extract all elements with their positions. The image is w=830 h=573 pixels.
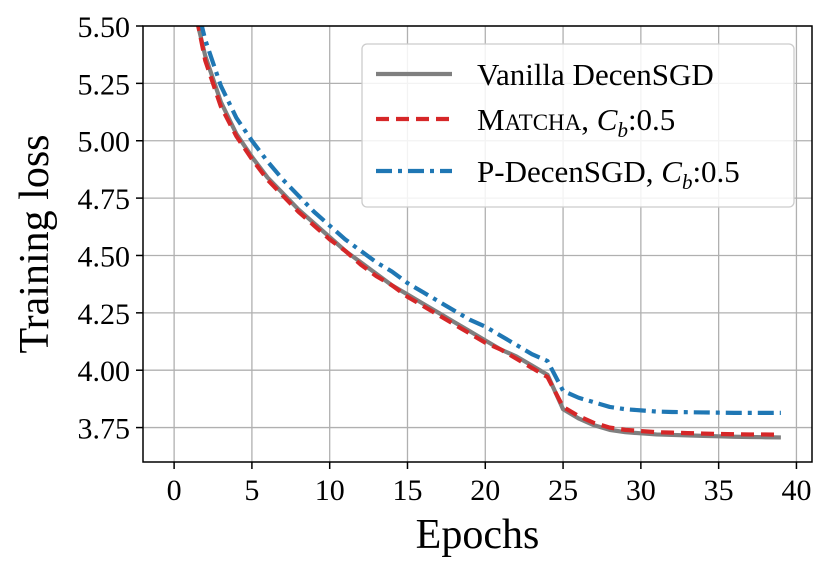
x-tick-label: 20 [470, 474, 500, 507]
x-tick-label: 40 [781, 474, 811, 507]
y-tick-label: 4.25 [78, 298, 131, 331]
legend-label-3: P-DecenSGD, Cb:0.5 [477, 154, 740, 194]
x-axis-label: Epochs [416, 512, 540, 558]
legend: Vanilla DecenSGD MATCHA, Cb:0.5 P-DecenSGD… [361, 43, 795, 208]
plot-frame [142, 25, 813, 463]
legend-label-1: Vanilla DecenSGD [477, 57, 714, 92]
x-tick-label: 25 [548, 474, 578, 507]
y-tick-label: 5.00 [78, 126, 131, 159]
legend-label-2: MATCHA, Cb:0.5 [477, 102, 675, 142]
y-tick-label: 5.50 [78, 11, 131, 44]
x-tick-label: 5 [244, 474, 259, 507]
legend-items: Vanilla DecenSGD MATCHA, Cb:0.5 P-DecenSGD… [376, 57, 740, 194]
y-tick-label: 4.00 [78, 355, 131, 388]
y-tick-label: 3.75 [78, 413, 131, 446]
ticks: 0 5 10 15 20 25 30 35 40 3.75 4.00 4.25 4.50 4.75 5.00… [78, 11, 812, 507]
x-tick-label: 10 [315, 474, 345, 507]
series-line-2 [196, 26, 781, 437]
y-tick-label: 4.75 [78, 183, 131, 216]
x-tick-label: 15 [392, 474, 422, 507]
y-axis-label: Training loss [12, 134, 58, 353]
legend-box [361, 43, 795, 208]
x-tick-label: 30 [626, 474, 656, 507]
series-layer [196, 26, 781, 440]
x-tick-label: 35 [704, 474, 734, 507]
x-tick-label: 0 [167, 474, 182, 507]
y-tick-label: 4.50 [78, 240, 131, 273]
y-tick-label: 5.25 [78, 68, 131, 101]
